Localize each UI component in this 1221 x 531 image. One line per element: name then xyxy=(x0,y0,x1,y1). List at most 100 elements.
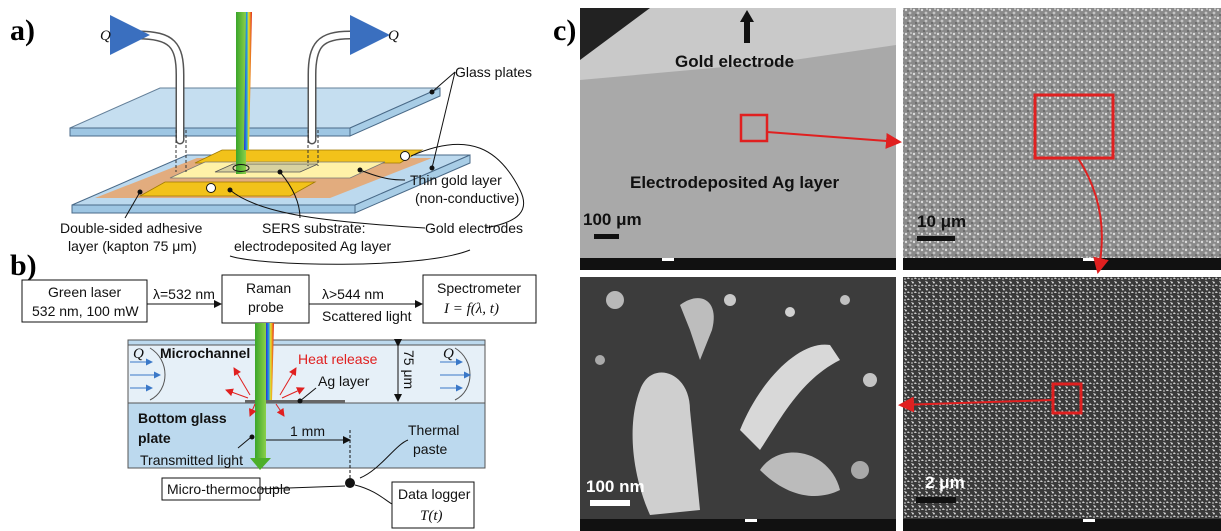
flow-q-left: Q xyxy=(133,346,144,362)
panel-label-c: c) xyxy=(553,14,576,47)
thermocouple-wire-right xyxy=(354,484,393,505)
green-laser-label-1: Green laser xyxy=(48,284,121,300)
gold-electrode-label: Gold electrode xyxy=(675,52,794,71)
spectrometer-box xyxy=(422,274,537,324)
spectrometer-function: I = f(λ, t) xyxy=(443,301,499,317)
lambda-in-label: λ=532 nm xyxy=(153,286,215,302)
zoom-box-3 xyxy=(1051,382,1083,415)
bottom-glass-plate-section xyxy=(127,402,486,469)
ag-particle-6 xyxy=(785,307,795,317)
panel-a: a) Q Q xyxy=(10,12,532,265)
ag-particle-3 xyxy=(840,295,850,305)
gold-electrodes-dot xyxy=(227,187,233,193)
sem-2-background xyxy=(903,8,1221,270)
sem-image-1: Gold electrode Electrodeposited Ag layer… xyxy=(580,8,896,270)
sem-2-info-scalebar xyxy=(1083,258,1095,261)
green-laser-label-2: 532 nm, 100 mW xyxy=(32,303,139,319)
zoom-box-2 xyxy=(1033,93,1115,160)
glass-plates-label: Glass plates xyxy=(455,64,532,80)
ag-grain-2 xyxy=(740,344,840,450)
gold-electrode-arrow-head xyxy=(740,10,754,22)
thermocouple-wire-left xyxy=(259,485,346,490)
sem-4-info-scalebar xyxy=(1083,519,1095,522)
panel-label-a: a) xyxy=(10,14,35,47)
laser-beam xyxy=(236,12,246,174)
sem-1-dark-corner xyxy=(580,8,650,60)
bottom-glass-edge xyxy=(71,204,356,214)
glass-plates-dot-2 xyxy=(429,165,435,171)
bottom-glass-label-2: plate xyxy=(138,430,171,446)
green-laser-box xyxy=(21,279,148,323)
glass-plates-leader-2 xyxy=(431,71,456,169)
flow-out-label: Q xyxy=(388,28,399,44)
thin-gold-label-2: (non-conductive) xyxy=(415,190,519,206)
bottom-glass-side xyxy=(354,154,471,214)
thermocouple-junction xyxy=(345,478,355,488)
gold-electrode-region xyxy=(580,8,896,80)
thermal-paste-label-2: paste xyxy=(413,441,447,457)
zoom-box-1 xyxy=(739,113,769,143)
heat-arrow-5 xyxy=(248,403,257,417)
adhesive-label-1: Double-sided adhesive xyxy=(60,220,203,236)
outlet-tube-inner xyxy=(309,32,353,143)
adhesive-dot xyxy=(137,189,143,195)
raman-probe-label-2: probe xyxy=(248,299,284,315)
raman-probe-label-1: Raman xyxy=(246,280,291,296)
top-glass-side xyxy=(349,87,441,137)
zoom-arrow-1 xyxy=(766,131,902,149)
thermal-paste-leader xyxy=(359,439,409,479)
scalebar-1 xyxy=(594,234,619,239)
raman-probe-box xyxy=(221,274,310,324)
sers-substrate xyxy=(214,163,319,173)
bottom-glass-label-1: Bottom glass xyxy=(138,410,227,426)
flow-profile-left xyxy=(149,347,166,401)
ag-particle-7 xyxy=(851,461,869,479)
gold-electrodes-leader-1 xyxy=(410,143,525,229)
scalebar-2 xyxy=(917,236,955,241)
glass-plates-dot-1 xyxy=(429,89,435,95)
transmitted-arrowhead xyxy=(250,458,271,470)
glass-plates-leader-1 xyxy=(431,71,456,93)
sem-3-info-scalebar xyxy=(745,519,757,522)
sers-label-1: SERS substrate: xyxy=(262,220,366,236)
adhesive-leader xyxy=(124,191,141,219)
heat-arrow-2 xyxy=(225,388,249,399)
zoom-arrow-3 xyxy=(898,396,1054,413)
micro-thermocouple-label: Micro-thermocouple xyxy=(167,481,291,497)
sers-label-2: electrodeposited Ag layer xyxy=(234,238,392,254)
ag-grain-1 xyxy=(632,372,700,515)
micro-thermocouple-box xyxy=(161,477,261,501)
gold-electrode-arrow-shaft xyxy=(744,21,750,43)
heat-release-label: Heat release xyxy=(298,351,378,367)
panel-label-b: b) xyxy=(10,249,37,282)
scattered-spectrum-section xyxy=(266,323,274,400)
heat-arrow-4 xyxy=(281,387,305,399)
heat-arrow-1 xyxy=(233,367,251,396)
gold-electrodes-leader-2 xyxy=(229,189,426,229)
sem-4-info-bar xyxy=(903,519,1221,531)
thin-gold-leader xyxy=(359,169,406,181)
panel-b: b) Green laser 532 nm, 100 mW λ=532 nm R… xyxy=(10,249,537,529)
panel-c: c) Gold electrode Electrodeposited Ag la… xyxy=(553,8,1221,531)
lambda-out-label: λ>544 nm xyxy=(322,286,384,302)
ag-grain-4 xyxy=(760,452,840,496)
thermal-paste-label-1: Thermal xyxy=(408,422,459,438)
ag-layer-label: Ag layer xyxy=(318,373,370,389)
thin-gold-label-1: Thin gold layer xyxy=(410,172,502,188)
spectrometer-label: Spectrometer xyxy=(437,280,521,296)
transmitted-label: Transmitted light xyxy=(140,452,243,468)
gold-electrode-bottom xyxy=(138,181,317,197)
scattered-spectrum xyxy=(244,12,252,150)
sem-image-2: 10 μm xyxy=(903,8,1221,270)
data-logger-box xyxy=(391,481,475,529)
thin-gold-dot xyxy=(357,167,363,173)
gold-electrodes-label: Gold electrodes xyxy=(425,220,523,236)
ag-layer-dot xyxy=(297,398,303,404)
scale-label-2: 10 μm xyxy=(917,212,966,231)
laser-spot xyxy=(232,164,250,172)
electrode-terminal-bottom xyxy=(206,183,216,193)
ag-layer-strip xyxy=(245,400,345,403)
sem-3-background xyxy=(580,277,896,531)
ag-particle-1 xyxy=(606,291,624,309)
flow-in-label: Q xyxy=(100,28,111,44)
